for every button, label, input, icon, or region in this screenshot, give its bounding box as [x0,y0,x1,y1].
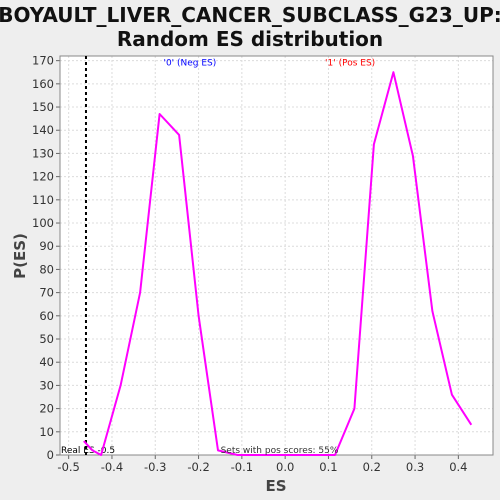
plot-area [60,56,493,455]
y-tick-label: 140 [32,123,54,137]
y-tick-label: 30 [39,378,54,392]
y-tick-label: 80 [39,262,54,276]
y-tick-label: 160 [32,77,54,91]
y-tick-label: 70 [39,286,54,300]
x-tick-label: 0.4 [449,460,467,474]
y-tick-label: 110 [32,193,54,207]
x-tick-label: 0.0 [276,460,294,474]
x-tick-label: 0.2 [363,460,381,474]
y-tick-label: 50 [39,332,54,346]
x-tick-label: -0.3 [144,460,166,474]
neg-es-label: '0' (Neg ES) [163,58,216,68]
real-es-label: Real ES -0.5 [61,446,115,456]
y-tick-label: 60 [39,309,54,323]
x-tick-label: -0.2 [187,460,209,474]
y-axis-label: P(ES) [11,233,29,279]
y-tick-label: 120 [32,170,54,184]
x-axis-label: ES [265,477,286,495]
y-tick-label: 10 [39,425,54,439]
y-tick-label: 150 [32,100,54,114]
y-tick-label: 0 [47,448,54,462]
es-distribution-line [83,71,473,456]
pos-es-label: '1' (Pos ES) [325,58,375,68]
x-tick-label: -0.1 [231,460,253,474]
x-tick-label: 0.3 [406,460,424,474]
y-tick-label: 170 [32,54,54,68]
chart-subtitle: Random ES distribution [117,27,383,51]
chart-title: BOYAULT_LIVER_CANCER_SUBCLASS_G23_UP: [0,3,500,27]
y-tick-label: 90 [39,239,54,253]
y-tick-label: 130 [32,146,54,160]
x-tick-label: -0.5 [57,460,79,474]
x-tick-label: -0.4 [101,460,123,474]
y-tick-label: 20 [39,402,54,416]
y-tick-label: 100 [32,216,54,230]
y-tick-label: 40 [39,355,54,369]
pos-scores-label: Sets with pos scores: 55% [221,446,339,456]
x-tick-label: 0.1 [319,460,337,474]
